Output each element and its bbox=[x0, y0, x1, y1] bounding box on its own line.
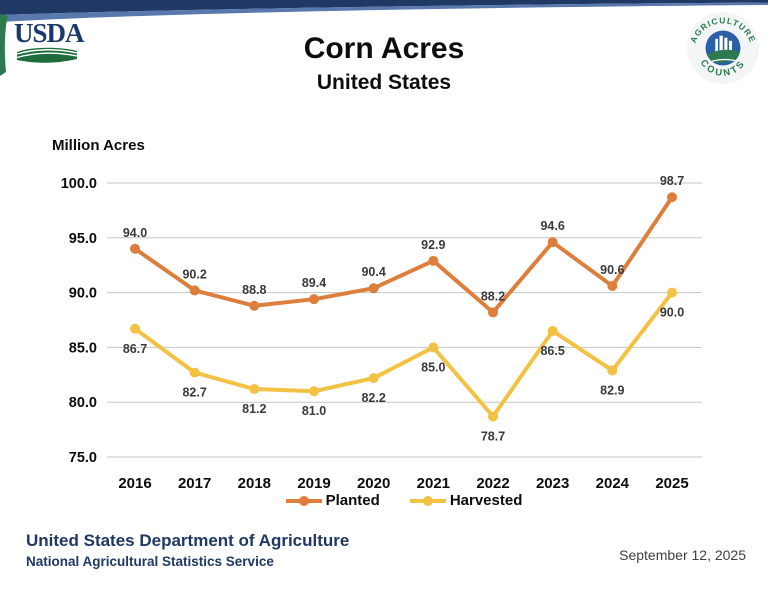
data-label-planted: 89.4 bbox=[302, 276, 326, 290]
data-label-harvested: 85.0 bbox=[421, 360, 445, 374]
data-point-planted bbox=[130, 243, 140, 254]
y-tick-label: 100.0 bbox=[61, 176, 97, 192]
data-point-planted bbox=[607, 281, 618, 292]
data-point-planted bbox=[428, 255, 439, 266]
data-point-harvested bbox=[488, 411, 498, 422]
data-label-harvested: 86.5 bbox=[540, 344, 564, 358]
x-tick-label: 2016 bbox=[118, 475, 151, 492]
data-point-planted bbox=[667, 192, 677, 203]
series-line-planted bbox=[133, 195, 674, 315]
y-tick-label: 80.0 bbox=[69, 395, 97, 411]
data-label-harvested: 82.2 bbox=[361, 391, 385, 405]
data-label-harvested: 86.7 bbox=[123, 342, 147, 356]
data-point-harvested bbox=[368, 373, 379, 384]
data-point-planted bbox=[189, 285, 200, 296]
legend-item-planted: Planted bbox=[285, 492, 380, 509]
x-tick-label: 2018 bbox=[238, 475, 271, 492]
data-point-planted bbox=[488, 307, 498, 318]
agriculture-counts-logo: AGRICULTURE COUNTS bbox=[687, 12, 759, 84]
data-point-planted bbox=[368, 283, 379, 294]
legend-label: Planted bbox=[325, 492, 380, 509]
data-label-planted: 90.6 bbox=[600, 263, 624, 277]
data-label-planted: 94.0 bbox=[123, 226, 147, 240]
data-point-planted bbox=[547, 237, 558, 248]
data-point-harvested bbox=[249, 384, 260, 395]
footer-agency: National Agricultural Statistics Service bbox=[26, 554, 274, 569]
legend-label: Harvested bbox=[449, 492, 523, 509]
data-label-harvested: 90.0 bbox=[660, 306, 684, 320]
data-label-planted: 90.4 bbox=[361, 265, 385, 279]
usda-logo: USDA bbox=[14, 18, 85, 69]
footer-date: September 12, 2025 bbox=[619, 547, 746, 563]
data-label-planted: 90.2 bbox=[182, 267, 206, 281]
data-point-planted bbox=[249, 300, 260, 311]
chart-legend: Planted Harvested bbox=[0, 492, 768, 509]
x-tick-label: 2021 bbox=[417, 475, 450, 492]
data-label-planted: 92.9 bbox=[421, 238, 445, 252]
page-title: Corn Acres bbox=[303, 32, 465, 65]
x-tick-label: 2023 bbox=[536, 475, 569, 492]
y-tick-label: 90.0 bbox=[69, 286, 97, 302]
x-tick-label: 2020 bbox=[357, 475, 390, 492]
series-line-harvested bbox=[133, 290, 674, 419]
legend-marker-icon bbox=[285, 495, 322, 506]
data-label-planted: 88.8 bbox=[242, 283, 266, 297]
data-label-harvested: 82.9 bbox=[600, 383, 624, 397]
data-point-harvested bbox=[607, 365, 618, 376]
y-axis-title: Million Acres bbox=[52, 137, 145, 154]
page-subtitle: United States bbox=[316, 71, 452, 94]
legend-dot bbox=[422, 495, 433, 506]
data-point-harvested bbox=[667, 287, 677, 298]
legend-item-harvested: Harvested bbox=[409, 492, 523, 509]
line-chart: 75.0 80.0 85.0 90.0 95.0 100.0 2016 2017 2018 201… bbox=[61, 174, 702, 492]
data-point-harvested bbox=[547, 325, 558, 336]
data-label-planted: 88.2 bbox=[481, 289, 505, 303]
data-label-planted: 94.6 bbox=[540, 219, 564, 233]
data-label-harvested: 78.7 bbox=[481, 429, 505, 443]
data-label-harvested: 81.2 bbox=[242, 402, 266, 416]
x-tick-label: 2024 bbox=[596, 475, 630, 492]
data-point-harvested bbox=[428, 342, 439, 353]
data-label-harvested: 81.0 bbox=[302, 404, 326, 418]
data-label-harvested: 82.7 bbox=[182, 386, 206, 400]
x-tick-label: 2025 bbox=[655, 475, 688, 492]
footer-org-block: United States Department of Agriculture … bbox=[26, 531, 349, 570]
footer-department: United States Department of Agriculture bbox=[26, 531, 350, 550]
x-tick-label: 2019 bbox=[297, 475, 330, 492]
data-label-planted: 98.7 bbox=[660, 174, 684, 188]
legend-marker-icon bbox=[409, 495, 446, 506]
y-tick-label: 75.0 bbox=[69, 450, 97, 466]
usda-field-icon bbox=[16, 47, 78, 63]
title-block: Corn Acres United States bbox=[0, 32, 768, 96]
legend-dot bbox=[298, 495, 309, 506]
x-tick-label: 2017 bbox=[178, 475, 211, 492]
x-tick-label: 2022 bbox=[476, 475, 509, 492]
y-tick-label: 95.0 bbox=[69, 231, 97, 247]
data-point-harvested bbox=[130, 323, 140, 334]
data-point-planted bbox=[309, 294, 319, 305]
data-point-harvested bbox=[189, 367, 200, 378]
data-point-harvested bbox=[309, 386, 319, 397]
usda-logo-text: USDA bbox=[14, 18, 85, 48]
y-tick-label: 85.0 bbox=[69, 340, 97, 356]
